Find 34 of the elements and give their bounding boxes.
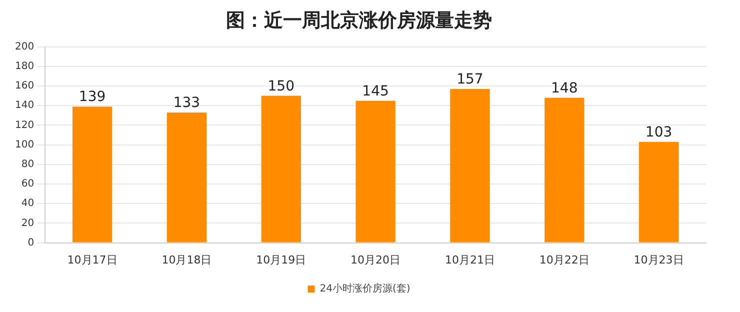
data-label: 133 bbox=[173, 95, 200, 112]
y-tick-label: 20 bbox=[21, 218, 34, 229]
x-tick-label: 10月23日 bbox=[634, 253, 684, 266]
x-tick-label: 10月20日 bbox=[350, 253, 401, 266]
y-tick-label: 160 bbox=[14, 80, 34, 92]
x-tick-label: 10月17日 bbox=[67, 253, 118, 266]
y-tick-label: 0 bbox=[28, 237, 34, 248]
y-tick-label: 120 bbox=[14, 120, 34, 131]
bar bbox=[638, 142, 679, 242]
bar bbox=[72, 106, 112, 242]
bar bbox=[544, 98, 584, 242]
y-tick-label: 180 bbox=[14, 60, 34, 72]
y-tick-label: 100 bbox=[14, 139, 34, 150]
y-tick-label: 60 bbox=[21, 178, 34, 190]
y-tick-label: 200 bbox=[14, 41, 34, 52]
data-label: 145 bbox=[362, 83, 389, 100]
legend-label: 24小时涨价房源(套) bbox=[320, 282, 410, 295]
x-tick-label: 10月18日 bbox=[162, 253, 212, 266]
data-label: 103 bbox=[645, 124, 672, 140]
y-tick-label: 80 bbox=[21, 158, 34, 170]
x-tick-label: 10月19日 bbox=[256, 253, 306, 266]
bar bbox=[450, 88, 490, 242]
data-label: 157 bbox=[456, 72, 484, 88]
x-tick-label: 10月22日 bbox=[539, 253, 590, 266]
bar bbox=[356, 100, 396, 242]
data-label: 148 bbox=[551, 80, 578, 96]
data-label: 139 bbox=[78, 89, 106, 106]
data-label: 150 bbox=[268, 78, 294, 94]
x-tick-label: 10月21日 bbox=[444, 253, 495, 266]
bar bbox=[166, 112, 207, 242]
y-tick-label: 40 bbox=[21, 198, 34, 210]
bar bbox=[261, 96, 301, 242]
y-tick-label: 140 bbox=[14, 100, 34, 112]
chart-title: 图：近一周北京涨价房源量走势 bbox=[226, 9, 492, 32]
